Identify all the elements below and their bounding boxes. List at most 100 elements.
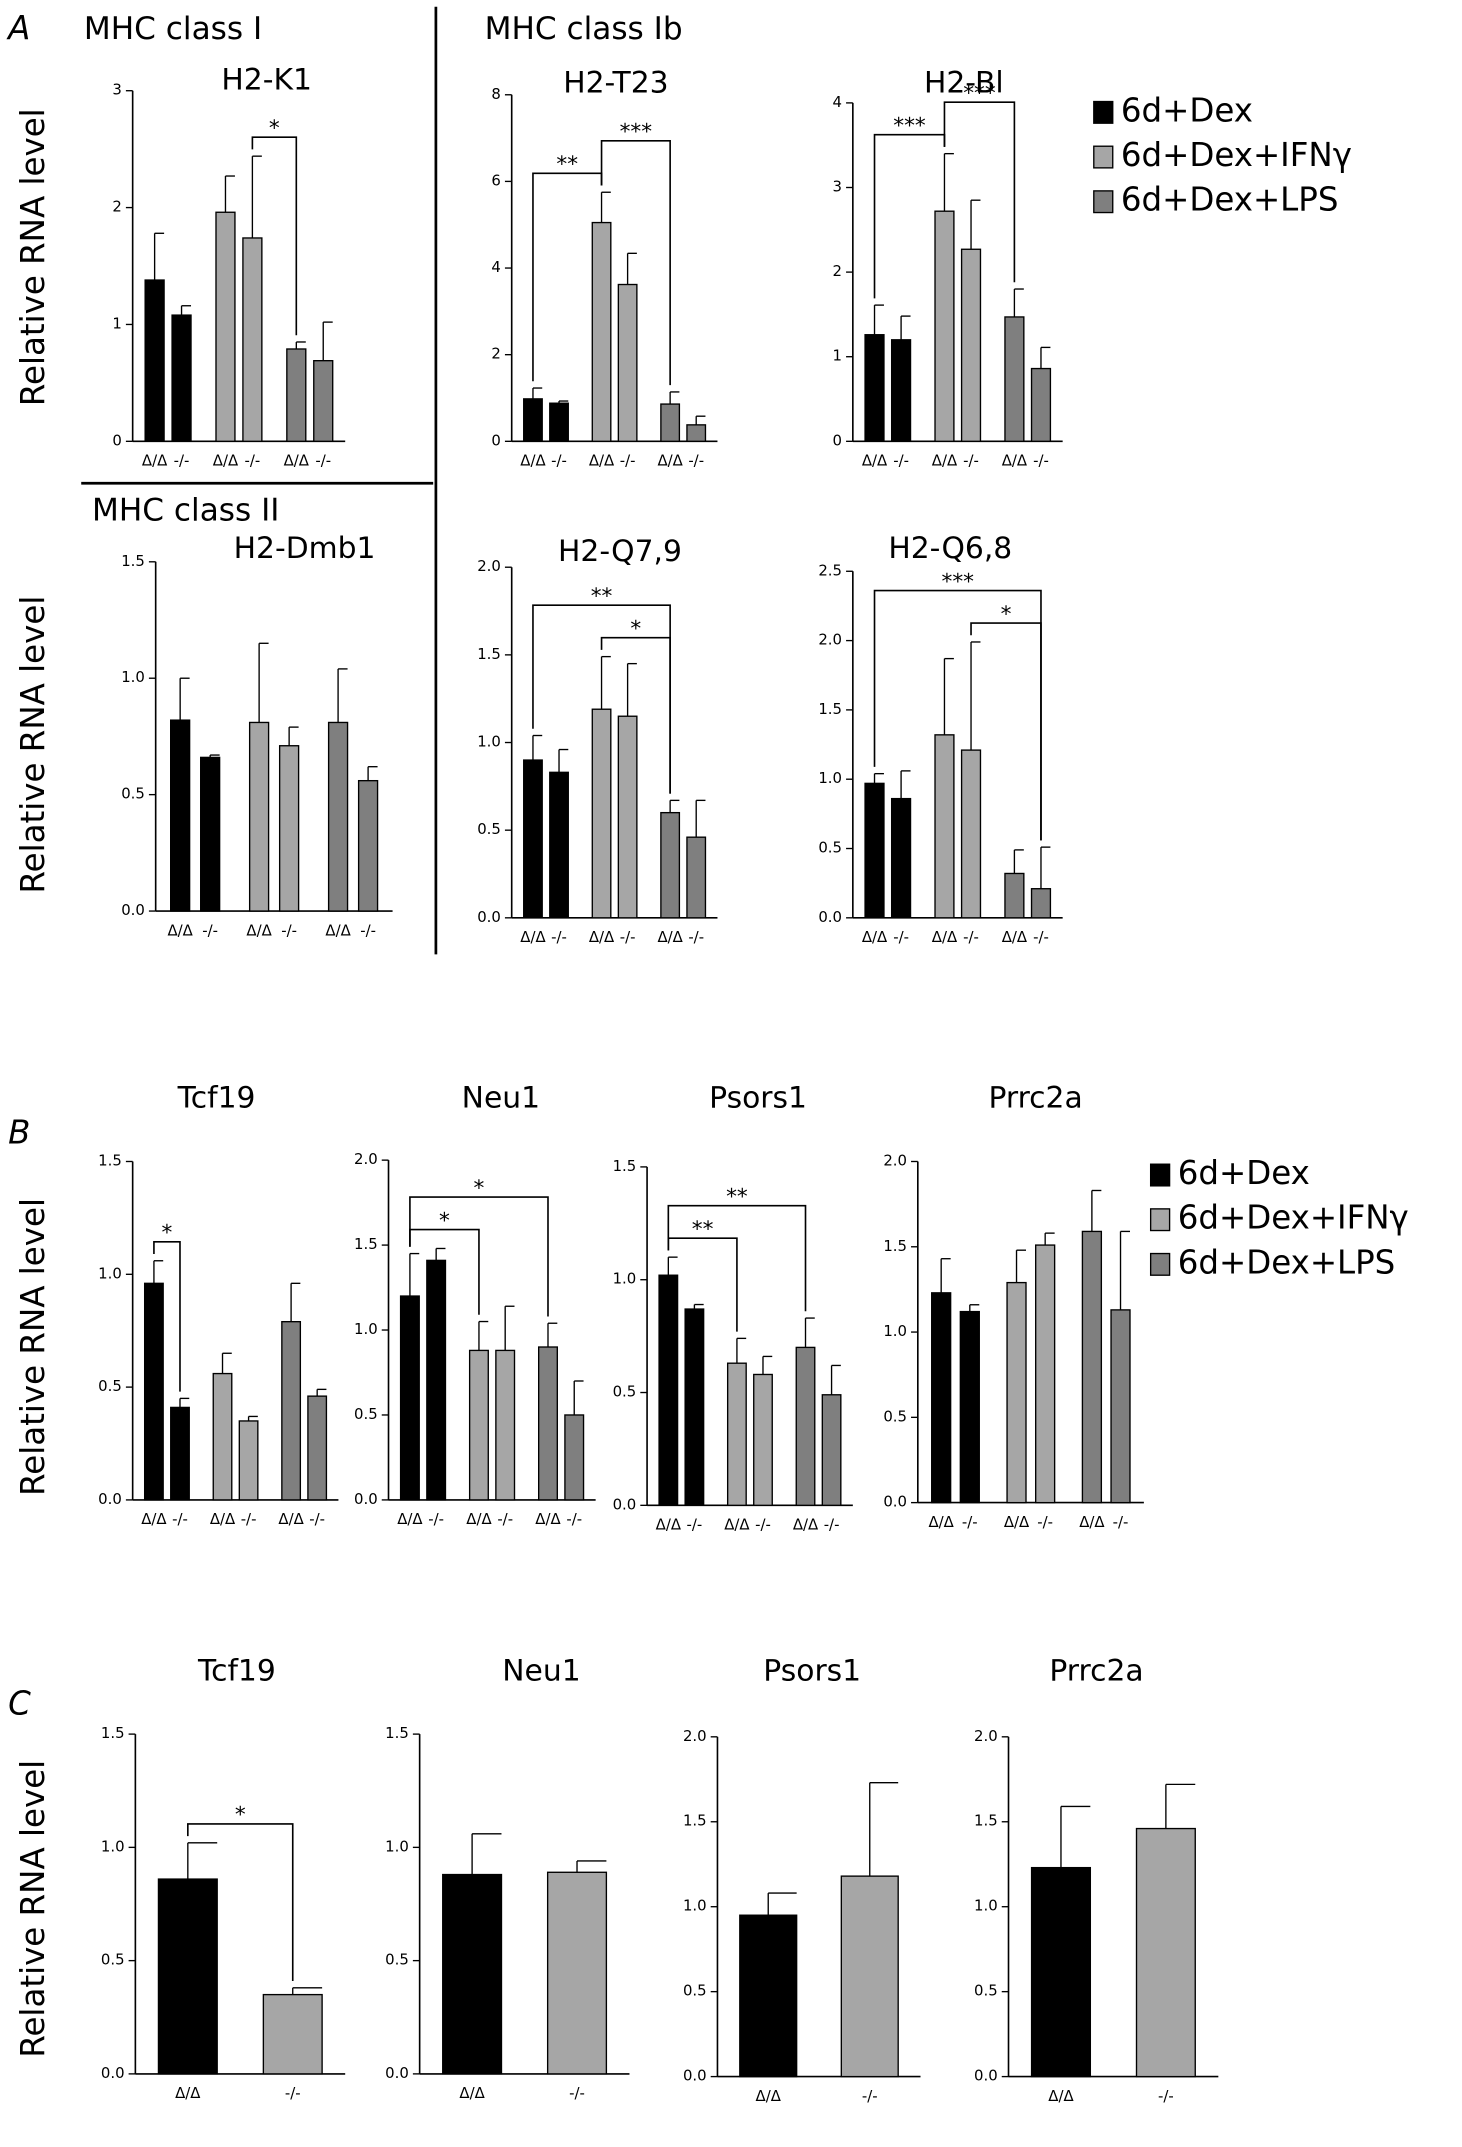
chart-title: Tcf19 xyxy=(177,1081,256,1116)
y-tick-label: 0 xyxy=(112,431,121,449)
y-tick-label: 0.5 xyxy=(683,1982,707,2000)
y-tick-label: 0.0 xyxy=(477,908,501,926)
x-tick-label: Δ/Δ xyxy=(1002,928,1028,946)
y-tick-label: 1.0 xyxy=(613,1270,637,1288)
significance-bracket xyxy=(667,1204,807,1312)
x-tick-label: -/- xyxy=(566,1510,582,1528)
bar xyxy=(686,836,707,919)
x-tick-label: -/- xyxy=(285,2084,301,2102)
y-tick-label: 1.5 xyxy=(121,552,145,570)
bar xyxy=(739,1914,798,2078)
x-tick-label: -/- xyxy=(281,921,297,939)
x-tick-label: Δ/Δ xyxy=(142,452,168,470)
y-axis-label: Relative RNA level xyxy=(14,1760,52,2058)
x-tick-label: Δ/Δ xyxy=(1004,1513,1030,1531)
x-tick-label: -/- xyxy=(551,452,567,470)
y-axis-label: Relative RNA level xyxy=(14,108,52,406)
x-tick-label: -/- xyxy=(1033,452,1049,470)
significance-bracket xyxy=(532,604,671,794)
bar xyxy=(934,210,955,442)
panel-label: B xyxy=(8,1113,30,1151)
bar xyxy=(495,1349,516,1501)
y-tick-label: 1.0 xyxy=(974,1897,998,1915)
bar xyxy=(686,424,707,442)
x-tick-label: -/- xyxy=(1033,928,1049,946)
x-tick-label: Δ/Δ xyxy=(862,928,888,946)
y-tick-label: 0.0 xyxy=(818,908,842,926)
y-tick-label: 2.0 xyxy=(354,1150,378,1168)
x-tick-label: -/- xyxy=(569,2084,585,2102)
y-tick-label: 2.0 xyxy=(974,1727,998,1745)
y-tick-label: 0.0 xyxy=(354,1490,378,1508)
x-tick-label: -/- xyxy=(1158,2087,1174,2105)
bar xyxy=(591,221,612,442)
y-tick-label: 3 xyxy=(833,178,842,196)
bar xyxy=(959,1310,980,1504)
y-tick-label: 0.5 xyxy=(101,1951,125,1969)
section-label: MHC class II xyxy=(92,493,279,529)
significance-bracket xyxy=(153,1240,181,1392)
x-tick-label: Δ/Δ xyxy=(210,1510,236,1528)
x-tick-label: Δ/Δ xyxy=(657,452,683,470)
x-tick-label: Δ/Δ xyxy=(141,1510,167,1528)
bar xyxy=(144,279,165,442)
chart-title: H2-T23 xyxy=(563,65,668,100)
significance-label: ** xyxy=(556,152,578,177)
bar xyxy=(215,211,236,442)
x-tick-label: Δ/Δ xyxy=(589,928,615,946)
y-tick-label: 2.5 xyxy=(818,561,842,579)
bar xyxy=(658,1274,679,1507)
x-tick-label: Δ/Δ xyxy=(589,452,615,470)
bar xyxy=(591,708,612,919)
significance-label: * xyxy=(1001,602,1012,627)
legend-swatch xyxy=(1093,190,1114,214)
bar xyxy=(564,1414,585,1501)
legend-swatch xyxy=(1149,1208,1171,1232)
significance-label: * xyxy=(439,1208,450,1233)
x-tick-label: -/- xyxy=(862,2087,878,2105)
legend-label: 6d+Dex+IFNγ xyxy=(1178,1199,1409,1237)
bar xyxy=(523,398,543,442)
x-tick-label: -/- xyxy=(315,452,331,470)
y-tick-label: 1 xyxy=(833,347,842,365)
y-axis-label: Relative RNA level xyxy=(14,596,52,894)
bar xyxy=(1030,1866,1092,2078)
legend-label: 6d+Dex+LPS xyxy=(1121,181,1339,219)
x-tick-label: -/- xyxy=(174,452,190,470)
significance-label: * xyxy=(235,1803,246,1828)
significance-bracket xyxy=(943,101,1016,283)
y-tick-label: 0.0 xyxy=(385,2064,409,2082)
bar xyxy=(549,771,569,919)
y-tick-label: 0.0 xyxy=(101,2064,125,2082)
y-tick-label: 1.5 xyxy=(818,700,842,718)
y-tick-label: 1.0 xyxy=(354,1320,378,1338)
y-tick-label: 0 xyxy=(491,431,500,449)
y-tick-label: 0 xyxy=(833,431,842,449)
x-tick-label: -/- xyxy=(428,1510,444,1528)
y-tick-label: 2.0 xyxy=(477,557,501,575)
bar xyxy=(327,721,349,912)
bar xyxy=(1030,367,1052,442)
x-tick-label: -/- xyxy=(824,1516,840,1534)
chart-title: Psors1 xyxy=(709,1081,807,1116)
bar xyxy=(157,1878,218,2075)
y-tick-label: 0.5 xyxy=(883,1407,907,1425)
legend-label: 6d+Dex+IFNγ xyxy=(1121,136,1352,174)
significance-label: * xyxy=(474,1176,485,1201)
bar xyxy=(660,403,681,442)
y-tick-label: 1.0 xyxy=(883,1322,907,1340)
legend-swatch xyxy=(1093,145,1114,169)
y-tick-label: 4 xyxy=(491,258,500,276)
x-tick-label: Δ/Δ xyxy=(932,928,958,946)
bar xyxy=(960,248,982,442)
significance-label: *** xyxy=(963,81,996,106)
x-tick-label: -/- xyxy=(1037,1513,1053,1531)
x-tick-label: Δ/Δ xyxy=(1079,1513,1105,1531)
significance-bracket xyxy=(532,172,603,382)
bar xyxy=(426,1259,447,1501)
y-tick-label: 1.0 xyxy=(101,1837,125,1855)
legend-swatch xyxy=(1149,1252,1171,1276)
x-tick-label: -/- xyxy=(687,1516,703,1534)
x-tick-label: Δ/Δ xyxy=(246,921,272,939)
